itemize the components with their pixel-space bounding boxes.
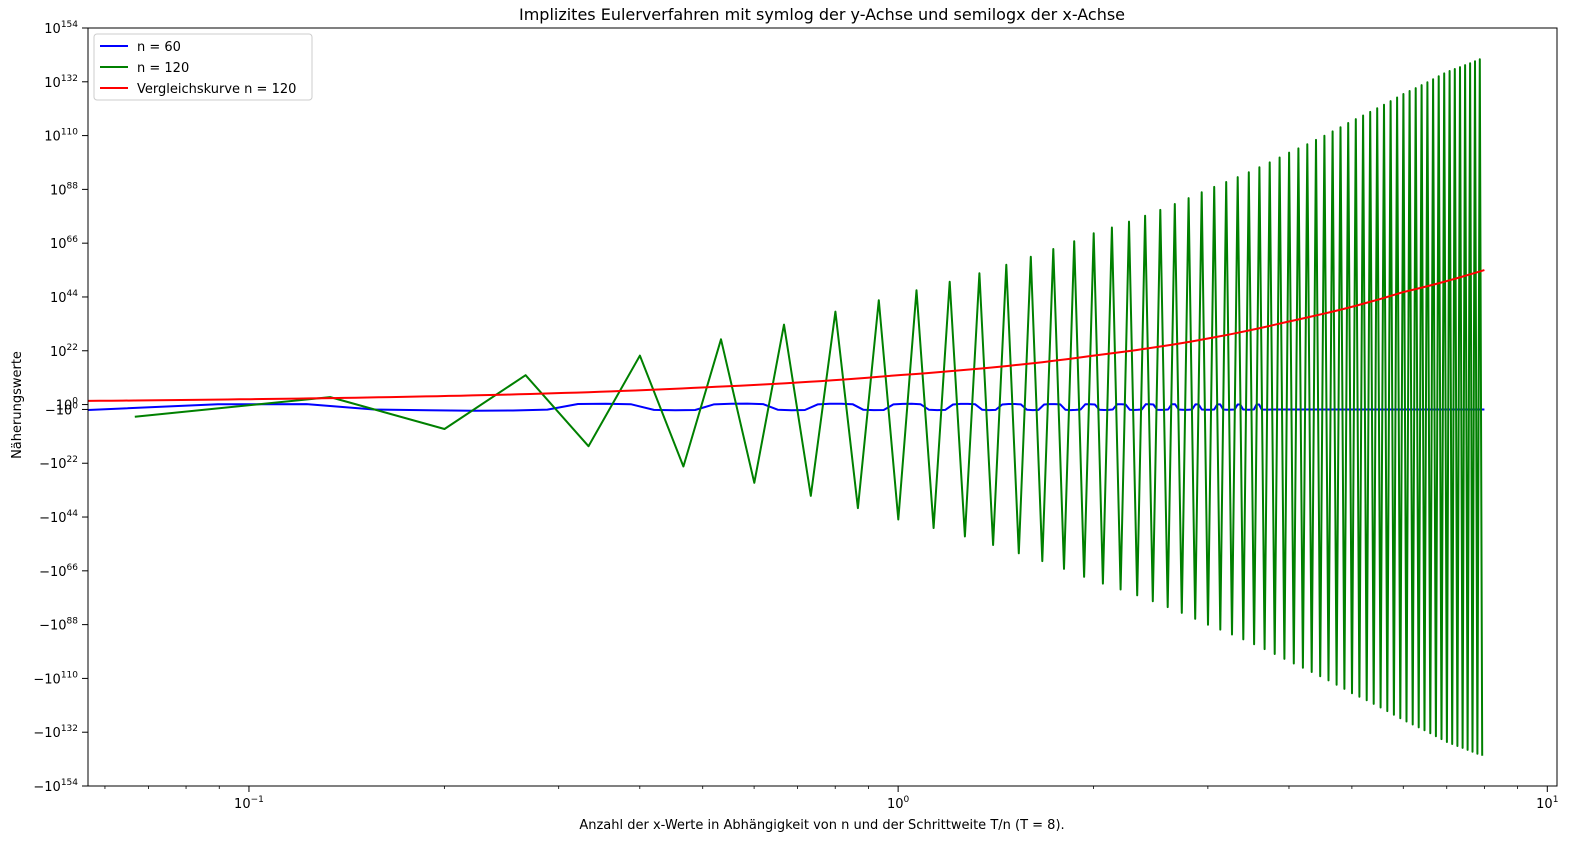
y-tick-label: −1066 — [39, 563, 78, 580]
x-tick-label: 10−1 — [234, 795, 264, 812]
y-tick-label: −10132 — [33, 724, 78, 741]
y-tick-label: 1044 — [50, 289, 78, 306]
y-tick-label: 100 — [56, 397, 79, 414]
y-tick-label: −1088 — [39, 617, 78, 634]
series-line-2 — [134, 58, 1484, 756]
series-line-3 — [88, 269, 1485, 402]
y-tick-label: −1044 — [39, 509, 78, 526]
legend-label-3: Vergleichskurve n = 120 — [137, 82, 296, 97]
plot-frame — [87, 27, 1558, 787]
series-layer — [88, 58, 1485, 756]
plot-area — [87, 27, 1558, 787]
legend-label-2: n = 120 — [137, 61, 189, 76]
legend: n = 60 n = 120 Vergleichskurve n = 120 — [93, 33, 313, 101]
y-tick-label: −1022 — [39, 455, 78, 472]
y-tick-label: 10154 — [44, 20, 78, 37]
legend-label-1: n = 60 — [137, 40, 181, 55]
y-tick-label: −10154 — [33, 778, 78, 795]
legend-box — [93, 33, 313, 101]
x-axis-ticks: 10−1 100 101 — [104, 786, 1558, 812]
y-tick-label: 10132 — [44, 74, 78, 91]
y-tick-label: 1088 — [50, 181, 78, 198]
x-tick-label: 101 — [1536, 795, 1558, 812]
chart-title: Implizites Eulerverfahren mit symlog der… — [519, 5, 1125, 24]
y-tick-label: 10110 — [44, 128, 78, 145]
y-tick-label: −100 — [45, 401, 78, 418]
y-tick-label: −10110 — [33, 670, 78, 687]
x-axis-label: Anzahl der x-Werte in Abhängigkeit von n… — [579, 818, 1064, 833]
y-tick-label: 1066 — [50, 235, 78, 252]
y-axis-ticks: 10154 10132 10110 1088 1066 1044 1022 100−100 −1… — [33, 20, 88, 795]
x-tick-label: 100 — [887, 795, 910, 812]
y-axis-label: Näherungswerte — [10, 351, 25, 459]
y-tick-label: 1022 — [50, 343, 78, 360]
